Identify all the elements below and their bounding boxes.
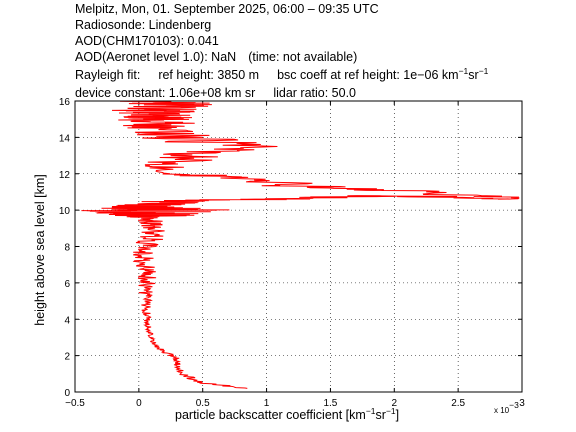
y-tick-label: 12 <box>59 170 71 181</box>
x-tick-label: 0.5 <box>196 398 210 409</box>
backscatter-profile-line <box>81 100 520 389</box>
x-tick-label: 2 <box>392 398 398 409</box>
header-location-date: Melpitz, Mon, 01. September 2025, 06:00 … <box>75 2 379 16</box>
header-device: device constant: 1.06e+08 km sr lidar rat… <box>75 85 356 101</box>
x-multiplier-base: x 10 <box>494 406 510 415</box>
device-constant: device constant: 1.06e+08 km sr <box>75 86 256 100</box>
header-rayleigh-fit: Rayleigh fit: ref height: 3850 m bsc coeff… <box>75 67 488 83</box>
plot-area <box>74 100 523 393</box>
x-axis-close: ] <box>395 408 400 422</box>
lidar-ratio: lidar ratio: 50.0 <box>273 86 356 100</box>
header-radiosonde: Radiosonde: Lindenberg <box>75 18 212 32</box>
x-tick-label: 2.5 <box>451 398 465 409</box>
y-tick-label: 14 <box>59 133 71 144</box>
x-axis-multiplier: x 10−3 <box>494 401 519 415</box>
x-tick-label: 3 <box>519 398 525 409</box>
x-axis-exp1: −1 <box>365 406 376 416</box>
bsc-coeff: bsc coeff at ref height: 1e−06 km <box>277 68 459 82</box>
rayleigh-label: Rayleigh fit: <box>75 68 141 82</box>
bsc-sr: sr <box>468 68 479 82</box>
x-axis-label-text: particle backscatter coefficient [km <box>175 408 366 422</box>
header-aod-aeronet: AOD(Aeronet level 1.0): NaN (time: not av… <box>75 49 357 65</box>
y-axis-label: height above sea level [km] <box>33 174 47 326</box>
y-tick-label: 2 <box>64 352 70 363</box>
header-aod-chm: AOD(CHM170103): 0.041 <box>75 34 219 48</box>
aeronet-value: AOD(Aeronet level 1.0): NaN <box>75 50 237 64</box>
x-multiplier-exp: −3 <box>509 400 519 410</box>
x-tick-label: 0 <box>136 398 142 409</box>
x-axis-exp2: −1 <box>385 406 396 416</box>
x-axis-label: particle backscatter coefficient [km−1sr… <box>175 406 400 422</box>
plot-frame <box>74 100 523 393</box>
y-tick-label: 10 <box>59 206 71 217</box>
y-tick-label: 8 <box>64 243 70 254</box>
aeronet-time: (time: not available) <box>248 50 358 64</box>
ref-height: ref height: 3850 m <box>158 68 260 82</box>
bsc-exp2: −1 <box>478 66 489 76</box>
y-tick-label: 6 <box>64 279 70 290</box>
y-tick-label: 0 <box>64 388 70 399</box>
y-tick-label: 16 <box>59 97 71 108</box>
bsc-exp1: −1 <box>458 66 469 76</box>
y-tick-label: 4 <box>64 315 70 326</box>
x-tick-label: 1.5 <box>323 398 337 409</box>
x-tick-label: −0.5 <box>65 398 85 409</box>
x-tick-label: 1 <box>264 398 270 409</box>
x-axis-sr: sr <box>375 408 386 422</box>
